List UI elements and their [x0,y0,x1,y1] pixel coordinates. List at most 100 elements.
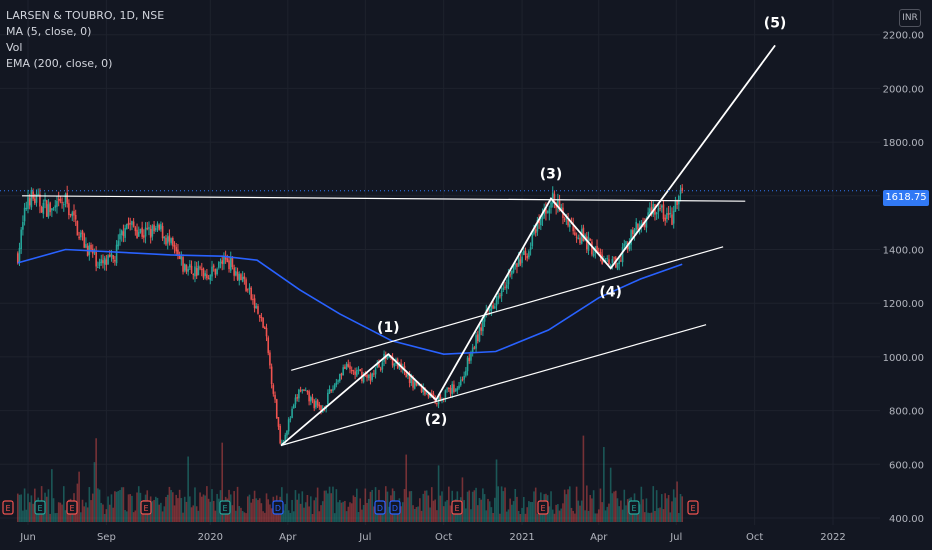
volume-bar [298,493,300,522]
volume-bar [444,501,447,522]
volume-bar [666,498,668,522]
candle-body [59,198,62,202]
volume-bar [512,501,515,522]
candle-body [209,274,212,281]
volume-bar [122,487,125,522]
candle-body [514,264,517,266]
legend-symbol[interactable]: LARSEN & TOUBRO, 1D, NSE [6,9,165,22]
volume-bar [568,486,571,522]
candle-body [613,257,615,259]
volume-bar [286,493,288,522]
candle-body [349,365,351,370]
volume-bar [241,510,244,522]
volume-bar [637,508,639,522]
candle-body [344,366,346,369]
volume-bar [327,493,329,522]
volume-bar [480,499,482,522]
candle-body [187,269,189,272]
last-price-tag: 1618.75 [883,190,929,206]
volume-bar [18,494,21,522]
wave-drawings[interactable] [22,44,776,447]
candle-body [352,370,355,372]
volume-bar [134,510,137,522]
volume-bar [81,499,84,522]
x-tick-label: 2022 [820,532,845,543]
volume-bar [427,495,430,522]
candle-body [490,305,493,311]
volume-bar [384,486,387,522]
candle-body [359,369,362,371]
legend-ma[interactable]: MA (5, close, 0) [6,25,92,38]
volume-bar [260,503,263,522]
candle-body [335,382,338,385]
volume-bar [642,499,644,522]
candle-body [454,389,457,392]
candle-body [83,233,86,248]
volume-bar [129,494,132,522]
event-marker-glyph: D [275,504,281,513]
volume-bar [264,512,266,522]
candle-body [172,237,174,246]
volume-bar [136,492,138,522]
volume-bar [465,508,467,522]
candle-body [35,194,38,203]
volume-bar [536,513,539,522]
candle-body [504,286,506,288]
volume-bar [594,513,597,522]
candle-body [533,228,535,235]
candle-body [580,229,583,244]
candle-body [592,254,595,256]
currency-badge[interactable]: INR [899,9,921,27]
legend-ema[interactable]: EMA (200, close, 0) [6,57,113,70]
volume-bar [45,496,48,522]
time-axis[interactable]: Jun Sep 2020 Apr Jul Oct 2021 Apr Jul Oct 2022 [0,525,932,550]
candle-body [599,251,602,256]
candle-body [347,364,350,367]
volume-bar [51,469,53,522]
volume-bar [388,506,390,522]
elliott-wave-path [280,44,776,447]
volume-bar [367,498,370,522]
candle-body [183,263,186,271]
candle-body [211,266,213,277]
candle-body [420,385,423,393]
candle-body [170,238,172,244]
candle-body [669,212,672,214]
candle-body [505,284,508,289]
candle-body [623,243,626,247]
candle-body [524,250,527,256]
candle-body [195,268,198,276]
candle-body [190,265,193,274]
candle-body [289,418,292,420]
candle-body [526,255,528,259]
candle-body [173,245,176,248]
volume-bar [207,498,210,522]
volume-bar [507,509,510,522]
volume-bar [475,487,477,522]
volume-bar [449,505,452,522]
volume-bar [160,502,162,522]
wave-label: (3) [540,166,563,182]
volume-bar [304,502,307,522]
volume-bar [403,489,406,522]
candle-body [672,210,675,224]
candle-body [327,392,329,405]
legend-vol[interactable]: Vol [6,41,23,54]
volume-bar [291,499,293,522]
candle-body [640,223,643,226]
volume-bar [47,489,50,522]
candle-body [596,245,598,252]
candle-body [69,214,72,216]
volume-bar [23,488,26,522]
candle-body [379,368,382,370]
volume-bar [674,497,677,522]
candle-body [40,206,43,213]
volume-bar [90,500,92,522]
candle-body [292,404,295,409]
candle-body [131,221,133,225]
volume-bar [528,501,530,522]
candle-body [608,259,610,265]
candle-body [405,372,408,378]
